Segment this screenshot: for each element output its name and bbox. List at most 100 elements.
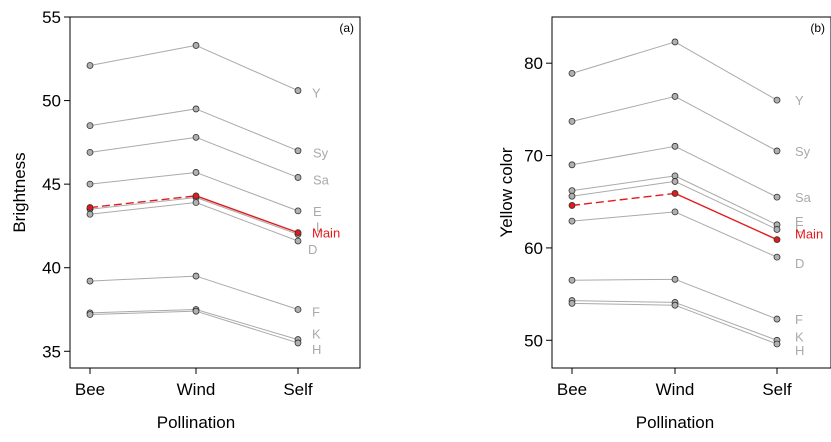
y-tick-label: 80	[524, 54, 543, 73]
series-line-segment	[674, 192, 778, 241]
series-l: L	[568, 178, 802, 235]
series-d: D	[568, 208, 804, 271]
data-point	[568, 187, 576, 195]
series-line-segment	[674, 304, 778, 345]
plot-frame	[551, 16, 831, 369]
series-line-segment	[195, 202, 299, 242]
y-tick-label: 60	[524, 239, 543, 258]
y-tick-label: 50	[524, 331, 543, 350]
series-line-segment	[674, 301, 778, 341]
series-line-segment	[674, 278, 778, 320]
series-line-segment	[571, 302, 676, 306]
series-label: L	[316, 219, 323, 234]
series-f: F	[86, 272, 320, 320]
data-point	[192, 307, 200, 315]
data-point	[773, 253, 781, 261]
data-point	[671, 172, 679, 180]
data-point	[294, 87, 302, 94]
data-point	[773, 96, 781, 104]
series-line-segment	[89, 310, 197, 316]
data-point	[671, 38, 679, 46]
data-point	[192, 169, 200, 176]
data-point	[671, 142, 679, 150]
plot-frame	[69, 16, 361, 369]
x-axis-label: Pollination	[636, 413, 714, 432]
series-line-segment	[89, 108, 197, 127]
data-point	[192, 199, 200, 206]
data-point	[86, 277, 94, 285]
series-label: Y	[312, 86, 321, 101]
series-sy: Sy	[568, 93, 811, 159]
data-point	[294, 306, 302, 313]
data-point	[86, 62, 94, 69]
series-line-segment	[674, 41, 778, 101]
series-f: F	[568, 275, 803, 327]
series-line-segment	[89, 275, 197, 282]
data-point	[86, 210, 94, 218]
series-main: Main	[568, 190, 823, 244]
data-point	[86, 180, 94, 188]
x-tick-label: Wind	[656, 380, 695, 399]
series-line-segment	[571, 41, 676, 74]
series-label: Sa	[313, 172, 330, 187]
y-tick-label: 40	[42, 259, 61, 278]
data-point	[671, 301, 679, 309]
data-point	[671, 275, 679, 283]
series-label: F	[312, 305, 320, 320]
data-point	[773, 236, 781, 244]
data-point	[568, 161, 576, 169]
series-label: Sa	[795, 190, 812, 205]
chart-panel-a: (a) 35 40 45 50 55 Bee Wind Self Pollination Brigh…	[10, 8, 361, 432]
x-tick-label: Self	[283, 380, 313, 399]
series-label: E	[313, 204, 322, 219]
series-line-segment	[89, 44, 197, 66]
data-point	[192, 105, 200, 113]
data-point	[192, 133, 200, 141]
series-line-segment	[571, 300, 676, 303]
series-line-segment	[674, 211, 778, 258]
series-label: Main	[795, 227, 823, 242]
series-line-segment	[674, 95, 778, 152]
series-line-segment	[674, 180, 778, 230]
series-h: H	[568, 299, 804, 358]
series-y: Y	[568, 38, 804, 108]
data-point	[671, 208, 679, 216]
series-label: F	[795, 312, 803, 327]
data-point	[773, 193, 781, 201]
series-line-segment	[195, 310, 299, 344]
y-tick-label: 55	[42, 8, 61, 27]
series-label: Sy	[795, 144, 811, 159]
series-e: E	[568, 172, 804, 229]
series-line-segment	[89, 197, 197, 210]
data-point	[568, 276, 576, 284]
data-point	[86, 122, 94, 130]
y-tick-label: 70	[524, 147, 543, 166]
data-point	[671, 190, 679, 197]
series-label: D	[795, 256, 804, 271]
series-line-segment	[89, 202, 197, 215]
series-line-segment	[195, 171, 299, 212]
data-point	[568, 192, 576, 200]
series-line-segment	[674, 175, 778, 226]
data-point	[294, 147, 302, 155]
x-tick-label: Bee	[557, 380, 587, 399]
y-tick-label: 35	[42, 342, 61, 361]
y-axis-label: Brightness	[10, 152, 29, 232]
series-l: L	[86, 194, 323, 238]
series-line-segment	[89, 171, 197, 185]
data-point	[568, 117, 576, 125]
series-line-segment	[195, 136, 299, 178]
data-point	[294, 339, 302, 347]
series-label: Sy	[313, 146, 329, 161]
chart-panel-b: (b) 50 60 70 80 Bee Wind Self Pollination Yellow …	[497, 16, 831, 432]
series-line-segment	[195, 275, 299, 310]
series-sa: Sa	[86, 133, 330, 187]
series-line-segment	[195, 197, 299, 235]
data-point	[86, 311, 94, 318]
series-k: K	[568, 297, 804, 344]
data-point	[294, 229, 302, 237]
y-tick-label: 45	[42, 175, 61, 194]
data-point	[773, 315, 781, 323]
series-sa: Sa	[568, 142, 812, 205]
